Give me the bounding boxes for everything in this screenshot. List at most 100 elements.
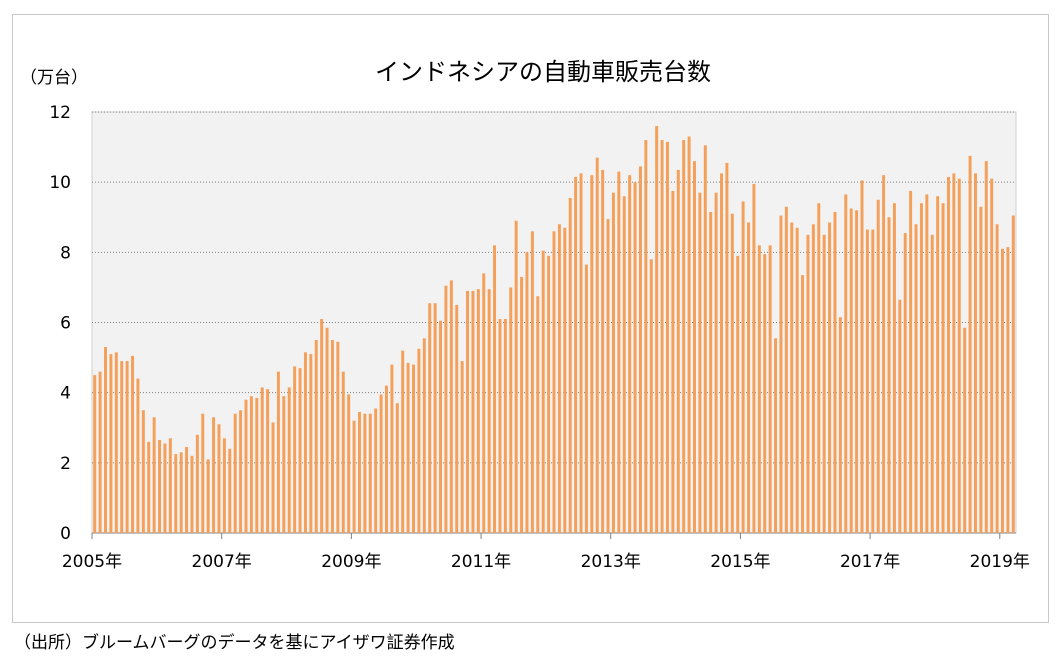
- bar: [763, 254, 767, 533]
- bar: [466, 290, 470, 533]
- bar: [298, 368, 302, 533]
- bar: [476, 289, 480, 533]
- bar: [276, 371, 280, 533]
- bar: [682, 140, 686, 534]
- y-tick-label: 2: [60, 454, 71, 474]
- bar: [428, 303, 432, 533]
- bar: [941, 203, 945, 533]
- bar: [979, 206, 983, 533]
- bar: [455, 304, 459, 533]
- bar: [936, 196, 940, 533]
- y-tick-label: 8: [60, 243, 71, 263]
- bar: [293, 366, 297, 533]
- bar: [665, 141, 669, 533]
- bar: [460, 361, 464, 533]
- bar: [590, 175, 594, 533]
- bar: [271, 422, 275, 533]
- bar: [1011, 215, 1015, 533]
- y-axis-unit-label: （万台）: [20, 68, 88, 88]
- bar: [163, 443, 167, 533]
- bar: [282, 396, 286, 533]
- bar: [887, 217, 891, 533]
- bar: [406, 362, 410, 533]
- bar: [303, 352, 307, 533]
- x-tick-label: 2011年: [451, 552, 511, 572]
- bar: [412, 364, 415, 533]
- bar: [833, 211, 837, 534]
- bar: [892, 203, 896, 533]
- bar: [574, 176, 578, 533]
- bar: [925, 194, 929, 533]
- bar: [563, 227, 567, 533]
- bar: [347, 394, 351, 533]
- bar: [649, 259, 653, 533]
- bar: [784, 206, 788, 533]
- bar: [595, 157, 599, 533]
- bar: [222, 438, 226, 533]
- bar: [984, 161, 988, 533]
- bar: [379, 394, 383, 533]
- chart-frame: [12, 14, 1049, 623]
- bar: [973, 173, 977, 534]
- y-tick-label: 0: [60, 524, 71, 544]
- bar: [341, 371, 345, 533]
- y-tick-label: 12: [49, 103, 71, 123]
- bar: [395, 403, 399, 533]
- bar: [109, 354, 113, 533]
- bar: [617, 171, 621, 533]
- bar: [330, 340, 334, 533]
- bar: [779, 215, 783, 533]
- bar: [963, 327, 967, 533]
- bar: [104, 347, 107, 533]
- bar: [449, 280, 453, 533]
- bar: [855, 210, 859, 533]
- bar: [195, 434, 199, 533]
- bar: [520, 276, 524, 533]
- bar: [655, 126, 659, 534]
- bar: [844, 194, 848, 533]
- bar: [487, 289, 491, 533]
- bar: [152, 417, 156, 533]
- bar: [525, 252, 529, 534]
- bar: [260, 387, 264, 533]
- bar: [493, 245, 497, 534]
- bar: [190, 455, 194, 533]
- bar: [806, 234, 810, 533]
- bar: [498, 318, 502, 533]
- bar: [314, 340, 318, 533]
- bar: [725, 162, 729, 533]
- bar: [584, 264, 588, 533]
- bar: [811, 224, 815, 533]
- bar: [871, 229, 875, 533]
- bar: [309, 354, 313, 533]
- bar: [417, 348, 421, 533]
- bar: [622, 196, 626, 533]
- bar: [611, 192, 615, 534]
- bar: [930, 234, 934, 533]
- bar: [185, 447, 189, 533]
- bar: [995, 224, 999, 533]
- bar: [503, 318, 507, 533]
- bar: [320, 318, 324, 533]
- bar: [433, 303, 437, 533]
- bar: [158, 440, 162, 533]
- bar: [882, 175, 886, 533]
- bar: [557, 224, 561, 533]
- bar: [774, 338, 778, 533]
- bar: [357, 411, 361, 533]
- bar: [990, 178, 994, 534]
- bar: [114, 352, 118, 533]
- bar: [212, 417, 216, 533]
- bar: [266, 389, 270, 533]
- bar: [98, 371, 102, 533]
- bar: [401, 350, 405, 533]
- y-tick-label: 10: [49, 173, 71, 193]
- bar: [693, 161, 696, 533]
- bar: [757, 245, 761, 534]
- bar: [952, 173, 956, 534]
- bar: [741, 201, 745, 533]
- bar: [217, 424, 221, 533]
- bar: [747, 222, 751, 533]
- bar: [239, 410, 243, 533]
- bar: [849, 208, 853, 533]
